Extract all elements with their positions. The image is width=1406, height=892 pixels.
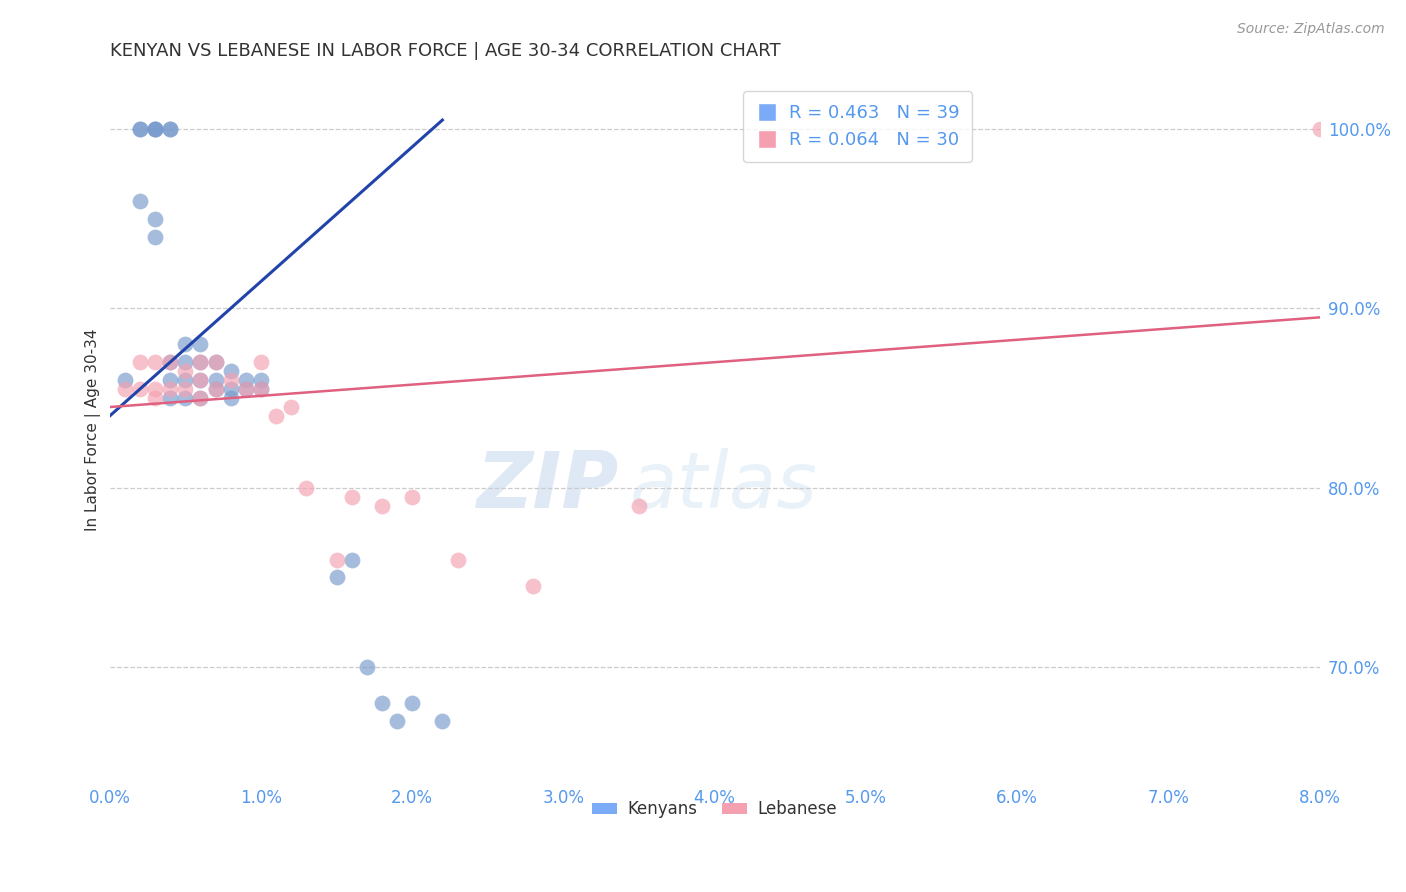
Point: [401, 696, 423, 710]
Point: [340, 552, 363, 566]
Text: atlas: atlas: [630, 448, 818, 524]
Text: KENYAN VS LEBANESE IN LABOR FORCE | AGE 30-34 CORRELATION CHART: KENYAN VS LEBANESE IN LABOR FORCE | AGE …: [110, 42, 780, 60]
Point: [159, 373, 181, 387]
Point: [190, 355, 212, 369]
Point: [432, 714, 454, 728]
Point: [174, 391, 197, 405]
Legend: Kenyans, Lebanese: Kenyans, Lebanese: [586, 794, 844, 825]
Point: [280, 400, 302, 414]
Point: [235, 373, 257, 387]
Point: [159, 355, 181, 369]
Point: [204, 373, 226, 387]
Point: [250, 373, 273, 387]
Point: [143, 122, 166, 136]
Point: [204, 382, 226, 396]
Point: [143, 122, 166, 136]
Point: [190, 355, 212, 369]
Point: [446, 552, 468, 566]
Point: [401, 490, 423, 504]
Point: [219, 373, 242, 387]
Point: [204, 382, 226, 396]
Point: [295, 481, 318, 495]
Point: [340, 490, 363, 504]
Point: [190, 373, 212, 387]
Point: [190, 391, 212, 405]
Point: [356, 660, 378, 674]
Point: [128, 355, 150, 369]
Point: [264, 409, 287, 423]
Point: [190, 337, 212, 351]
Point: [174, 364, 197, 378]
Point: [204, 355, 226, 369]
Point: [174, 355, 197, 369]
Y-axis label: In Labor Force | Age 30-34: In Labor Force | Age 30-34: [86, 328, 101, 531]
Point: [143, 391, 166, 405]
Point: [385, 714, 408, 728]
Point: [143, 122, 166, 136]
Point: [128, 122, 150, 136]
Point: [174, 337, 197, 351]
Point: [174, 373, 197, 387]
Point: [190, 391, 212, 405]
Point: [325, 552, 347, 566]
Text: Source: ZipAtlas.com: Source: ZipAtlas.com: [1237, 22, 1385, 37]
Point: [250, 382, 273, 396]
Point: [128, 194, 150, 208]
Point: [219, 382, 242, 396]
Point: [219, 364, 242, 378]
Point: [143, 211, 166, 226]
Point: [159, 382, 181, 396]
Point: [143, 382, 166, 396]
Point: [128, 382, 150, 396]
Point: [204, 355, 226, 369]
Point: [371, 696, 394, 710]
Point: [235, 382, 257, 396]
Point: [522, 579, 544, 593]
Point: [159, 122, 181, 136]
Text: ZIP: ZIP: [475, 448, 617, 524]
Point: [250, 355, 273, 369]
Point: [235, 382, 257, 396]
Point: [143, 229, 166, 244]
Point: [627, 499, 650, 513]
Point: [114, 373, 136, 387]
Point: [114, 382, 136, 396]
Point: [143, 355, 166, 369]
Point: [128, 122, 150, 136]
Point: [174, 382, 197, 396]
Point: [250, 382, 273, 396]
Point: [371, 499, 394, 513]
Point: [1309, 122, 1331, 136]
Point: [190, 373, 212, 387]
Point: [159, 355, 181, 369]
Point: [325, 570, 347, 584]
Point: [219, 391, 242, 405]
Point: [159, 391, 181, 405]
Point: [159, 122, 181, 136]
